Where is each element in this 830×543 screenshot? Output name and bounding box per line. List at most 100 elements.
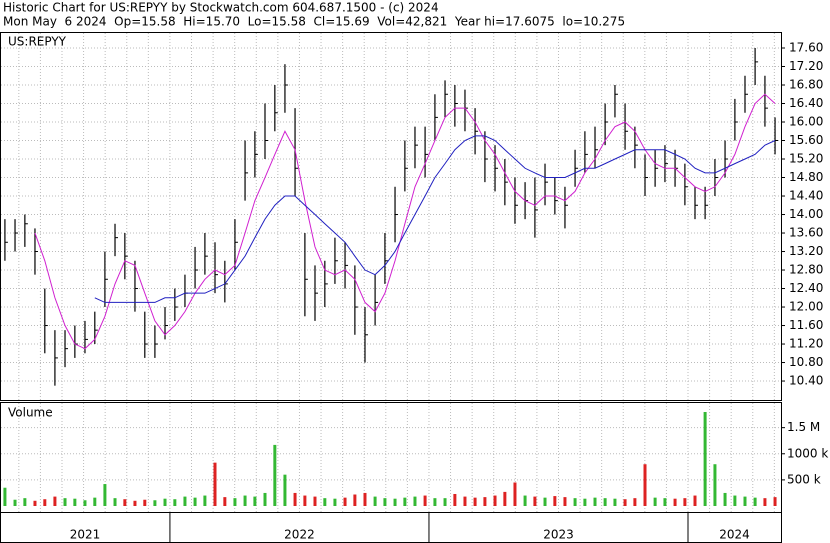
volume-bar [383, 498, 387, 506]
volume-bar [53, 496, 57, 506]
volume-bar [73, 498, 77, 506]
volume-bar [13, 499, 17, 506]
panel-label: Volume [8, 406, 53, 420]
volume-bar [193, 497, 197, 506]
volume-bar [233, 498, 237, 506]
volume-bar [593, 497, 597, 506]
y-tick-label: 14.80 [789, 170, 823, 184]
y-tick-label: 14.40 [789, 189, 823, 203]
volume-bar [43, 499, 47, 506]
volume-bar [673, 498, 677, 506]
y-tick-label: 10.40 [789, 374, 823, 388]
y-tick-label: 1.5 M [787, 420, 820, 434]
year-label: 2022 [284, 528, 315, 542]
y-tick-label: 16.40 [789, 96, 823, 110]
year-label: 2021 [70, 528, 101, 542]
volume-bar [443, 498, 447, 506]
volume-bar [163, 498, 167, 506]
volume-bar [403, 497, 407, 506]
volume-bar [703, 412, 707, 506]
y-tick-label: 12.00 [789, 300, 823, 314]
volume-bar [123, 499, 127, 506]
volume-bar [323, 498, 327, 506]
panel-label: US:REPYY [8, 35, 67, 49]
volume-bar [203, 495, 207, 506]
volume-bar [613, 498, 617, 506]
volume-bar [573, 498, 577, 506]
volume-bar [263, 492, 267, 506]
volume-bar [483, 497, 487, 506]
y-tick-label: 12.80 [789, 263, 823, 277]
volume-bar [363, 492, 367, 506]
volume-bar [93, 497, 97, 506]
volume-bar [273, 444, 277, 506]
volume-bar [523, 495, 527, 506]
volume-bar [553, 496, 557, 506]
y-tick-label: 16.00 [789, 115, 823, 129]
volume-bar [653, 497, 657, 506]
volume-bar [533, 496, 537, 506]
volume-bar [753, 497, 757, 506]
volume-bar [343, 497, 347, 506]
header-title: Historic Chart for US:REPYY by Stockwatc… [3, 1, 439, 15]
volume-bar [733, 495, 737, 506]
y-tick-label: 13.60 [789, 226, 823, 240]
header-quote: Mon May 6 2024 Op=15.58 Hi=15.70 Lo=15.5… [3, 15, 625, 29]
volume-bar [723, 492, 727, 506]
y-tick-label: 11.20 [789, 337, 823, 351]
volume-bar [563, 497, 567, 506]
y-tick-label: 13.20 [789, 244, 823, 258]
volume-bar [623, 499, 627, 506]
volume-bar [103, 484, 107, 506]
volume-bar [353, 494, 357, 506]
volume-bar [63, 498, 67, 506]
volume-bar [143, 499, 147, 506]
volume-bar [603, 498, 607, 506]
volume-bar [173, 499, 177, 506]
volume-bar [133, 500, 137, 506]
volume-bar [33, 500, 37, 506]
volume-bar [543, 497, 547, 506]
volume-bar [743, 496, 747, 506]
volume-bar [3, 487, 7, 506]
volume-bar [513, 482, 517, 506]
volume-bar [473, 497, 477, 506]
volume-bar [503, 491, 507, 506]
volume-bar [213, 462, 217, 506]
year-label: 2024 [719, 528, 750, 542]
volume-bar [773, 497, 777, 506]
volume-bar [313, 496, 317, 506]
volume-bar [423, 495, 427, 506]
moving-average [34, 93, 776, 350]
y-tick-label: 14.00 [789, 207, 823, 221]
y-tick-label: 12.40 [789, 281, 823, 295]
volume-bar [393, 498, 397, 506]
y-tick-label: 1000 k [787, 446, 828, 460]
volume-bar [23, 498, 27, 506]
volume-bar [633, 498, 637, 506]
y-tick-label: 10.80 [789, 355, 823, 369]
y-tick-label: 500 k [787, 472, 821, 486]
volume-bar [463, 496, 467, 506]
volume-bar [183, 496, 187, 506]
volume-bar [83, 500, 87, 506]
volume-bar [293, 492, 297, 506]
volume-bar [413, 496, 417, 506]
volume-bar [693, 495, 697, 506]
volume-bar [243, 495, 247, 506]
y-tick-label: 17.60 [789, 41, 823, 55]
volume-bar [663, 498, 667, 506]
volume-bar [643, 464, 647, 506]
y-tick-label: 15.20 [789, 152, 823, 166]
price-panel [0, 32, 782, 401]
volume-bar [253, 496, 257, 506]
volume-bar [493, 495, 497, 506]
volume-bar [283, 474, 287, 506]
volume-bar [453, 493, 457, 506]
volume-bar [373, 496, 377, 506]
y-tick-label: 11.60 [789, 318, 823, 332]
volume-bar [223, 497, 227, 506]
volume-bar [763, 498, 767, 506]
